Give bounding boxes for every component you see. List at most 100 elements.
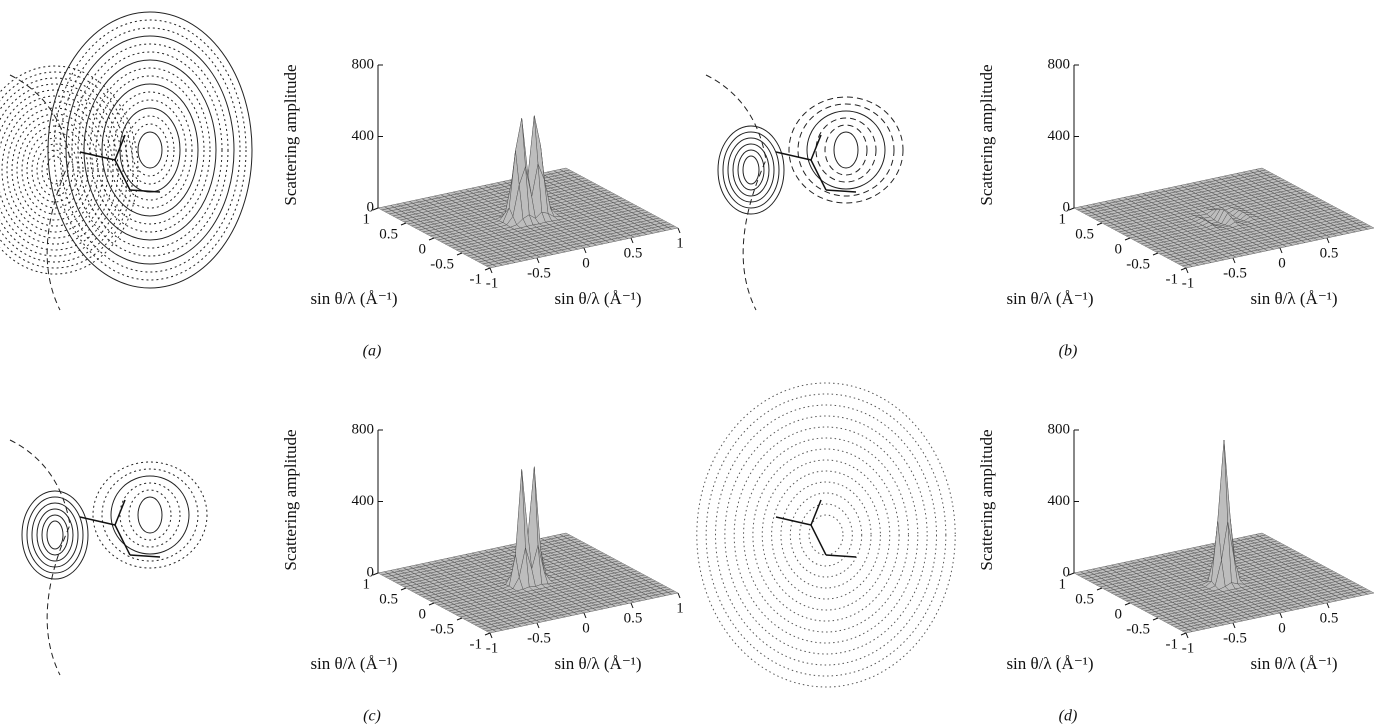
- contour-line: [78, 52, 222, 248]
- z-axis-label: Scattering amplitude: [281, 429, 300, 570]
- y-axis-label: sin θ/λ (Å⁻¹): [1006, 289, 1093, 308]
- contour-line: [84, 60, 216, 240]
- y-tick-label: -1: [1166, 271, 1179, 287]
- x-tick: [537, 623, 539, 628]
- contour-line: [744, 438, 909, 632]
- contour-line: [66, 36, 234, 264]
- x-axis-label: sin θ/λ (Å⁻¹): [554, 654, 641, 673]
- x-tick: [490, 633, 492, 638]
- contour-line: [809, 515, 843, 555]
- y-tick-label: 0.5: [379, 591, 398, 607]
- y-tick-label: 0: [1115, 606, 1123, 622]
- bond: [130, 555, 160, 557]
- contour-line: [723, 132, 779, 208]
- x-tick: [1327, 238, 1329, 243]
- x-tick: [1280, 248, 1282, 253]
- bond: [80, 517, 115, 525]
- x-tick: [631, 238, 633, 243]
- y-tick-label: -1: [1166, 636, 1179, 652]
- contour-line: [834, 132, 858, 168]
- x-tick-label: 0: [582, 620, 590, 636]
- x-tick-label: 0.5: [624, 245, 643, 261]
- contour-line: [734, 427, 918, 643]
- bond: [811, 525, 826, 555]
- bond: [811, 500, 821, 525]
- x-tick: [584, 248, 586, 253]
- z-tick-label: 400: [1048, 493, 1071, 509]
- contour-line: [111, 476, 189, 554]
- contour-line: [32, 503, 78, 567]
- x-tick-label: 1: [676, 235, 684, 251]
- molecule: [776, 500, 856, 557]
- z-axis-label: Scattering amplitude: [977, 429, 996, 570]
- molecule: [80, 500, 160, 557]
- y-tick-label: 0.5: [379, 226, 398, 242]
- z-tick-label: 800: [352, 56, 375, 72]
- x-tick-label: -0.5: [1223, 265, 1247, 281]
- y-tick-label: -1: [470, 636, 483, 652]
- x-tick: [537, 258, 539, 263]
- x-tick-label: 0.5: [624, 610, 643, 626]
- z-axis-label: Scattering amplitude: [281, 64, 300, 205]
- bond: [776, 152, 811, 160]
- y-axis-label: sin θ/λ (Å⁻¹): [1006, 654, 1093, 673]
- x-tick-label: 0: [1278, 255, 1286, 271]
- x-tick-label: -1: [486, 275, 499, 291]
- contour-line: [0, 78, 128, 262]
- contour-line: [138, 132, 162, 168]
- y-tick: [457, 618, 462, 620]
- x-tick: [1186, 633, 1188, 638]
- x-tick: [490, 268, 492, 273]
- x-tick-label: 0: [582, 255, 590, 271]
- y-axis-label: sin θ/λ (Å⁻¹): [310, 654, 397, 673]
- contour-line: [126, 116, 174, 184]
- contour-line: [790, 493, 861, 577]
- x-tick-label: 0: [1278, 620, 1286, 636]
- bond: [811, 160, 826, 190]
- y-tick-label: -0.5: [1126, 256, 1150, 272]
- y-tick-label: 1: [1059, 211, 1067, 227]
- z-tick-label: 800: [352, 421, 375, 437]
- x-tick: [1327, 603, 1329, 608]
- x-axis-label: sin θ/λ (Å⁻¹): [1250, 654, 1337, 673]
- x-tick-label: -1: [1182, 640, 1195, 656]
- bond: [115, 500, 125, 525]
- y-axis-label: sin θ/λ (Å⁻¹): [310, 289, 397, 308]
- y-tick-label: 1: [363, 576, 371, 592]
- z-tick-label: 400: [352, 493, 375, 509]
- y-tick: [1153, 618, 1158, 620]
- x-tick-label: -0.5: [1223, 630, 1247, 646]
- x-axis-label: sin θ/λ (Å⁻¹): [1250, 289, 1337, 308]
- y-tick-label: 1: [363, 211, 371, 227]
- contour-line: [807, 111, 885, 189]
- x-tick-label: -0.5: [527, 265, 551, 281]
- y-tick-label: -1: [470, 271, 483, 287]
- bond: [776, 517, 811, 525]
- x-tick-label: -0.5: [527, 630, 551, 646]
- y-tick: [485, 268, 490, 270]
- bond: [115, 525, 130, 555]
- y-tick: [429, 603, 434, 605]
- contour-plot: [0, 12, 252, 310]
- contour-plot: [10, 440, 207, 675]
- y-tick: [1181, 268, 1186, 270]
- contour-line: [10, 440, 70, 675]
- y-tick: [1097, 223, 1102, 225]
- z-tick-label: 800: [1048, 421, 1071, 437]
- contour-line: [706, 394, 946, 676]
- contour-line: [48, 12, 252, 288]
- x-tick: [631, 603, 633, 608]
- y-tick-label: 0: [1115, 241, 1123, 257]
- x-tick-label: 0.5: [1320, 245, 1339, 261]
- y-tick: [429, 238, 434, 240]
- contour-line: [54, 20, 246, 280]
- contour-line: [772, 471, 881, 599]
- panel-caption: (c): [363, 708, 381, 725]
- y-tick: [485, 633, 490, 635]
- molecule: [776, 135, 856, 192]
- y-tick-label: 0: [419, 241, 427, 257]
- y-tick-label: -0.5: [430, 621, 454, 637]
- contour-line: [114, 100, 186, 200]
- x-tick: [584, 613, 586, 618]
- contour-line: [728, 138, 774, 202]
